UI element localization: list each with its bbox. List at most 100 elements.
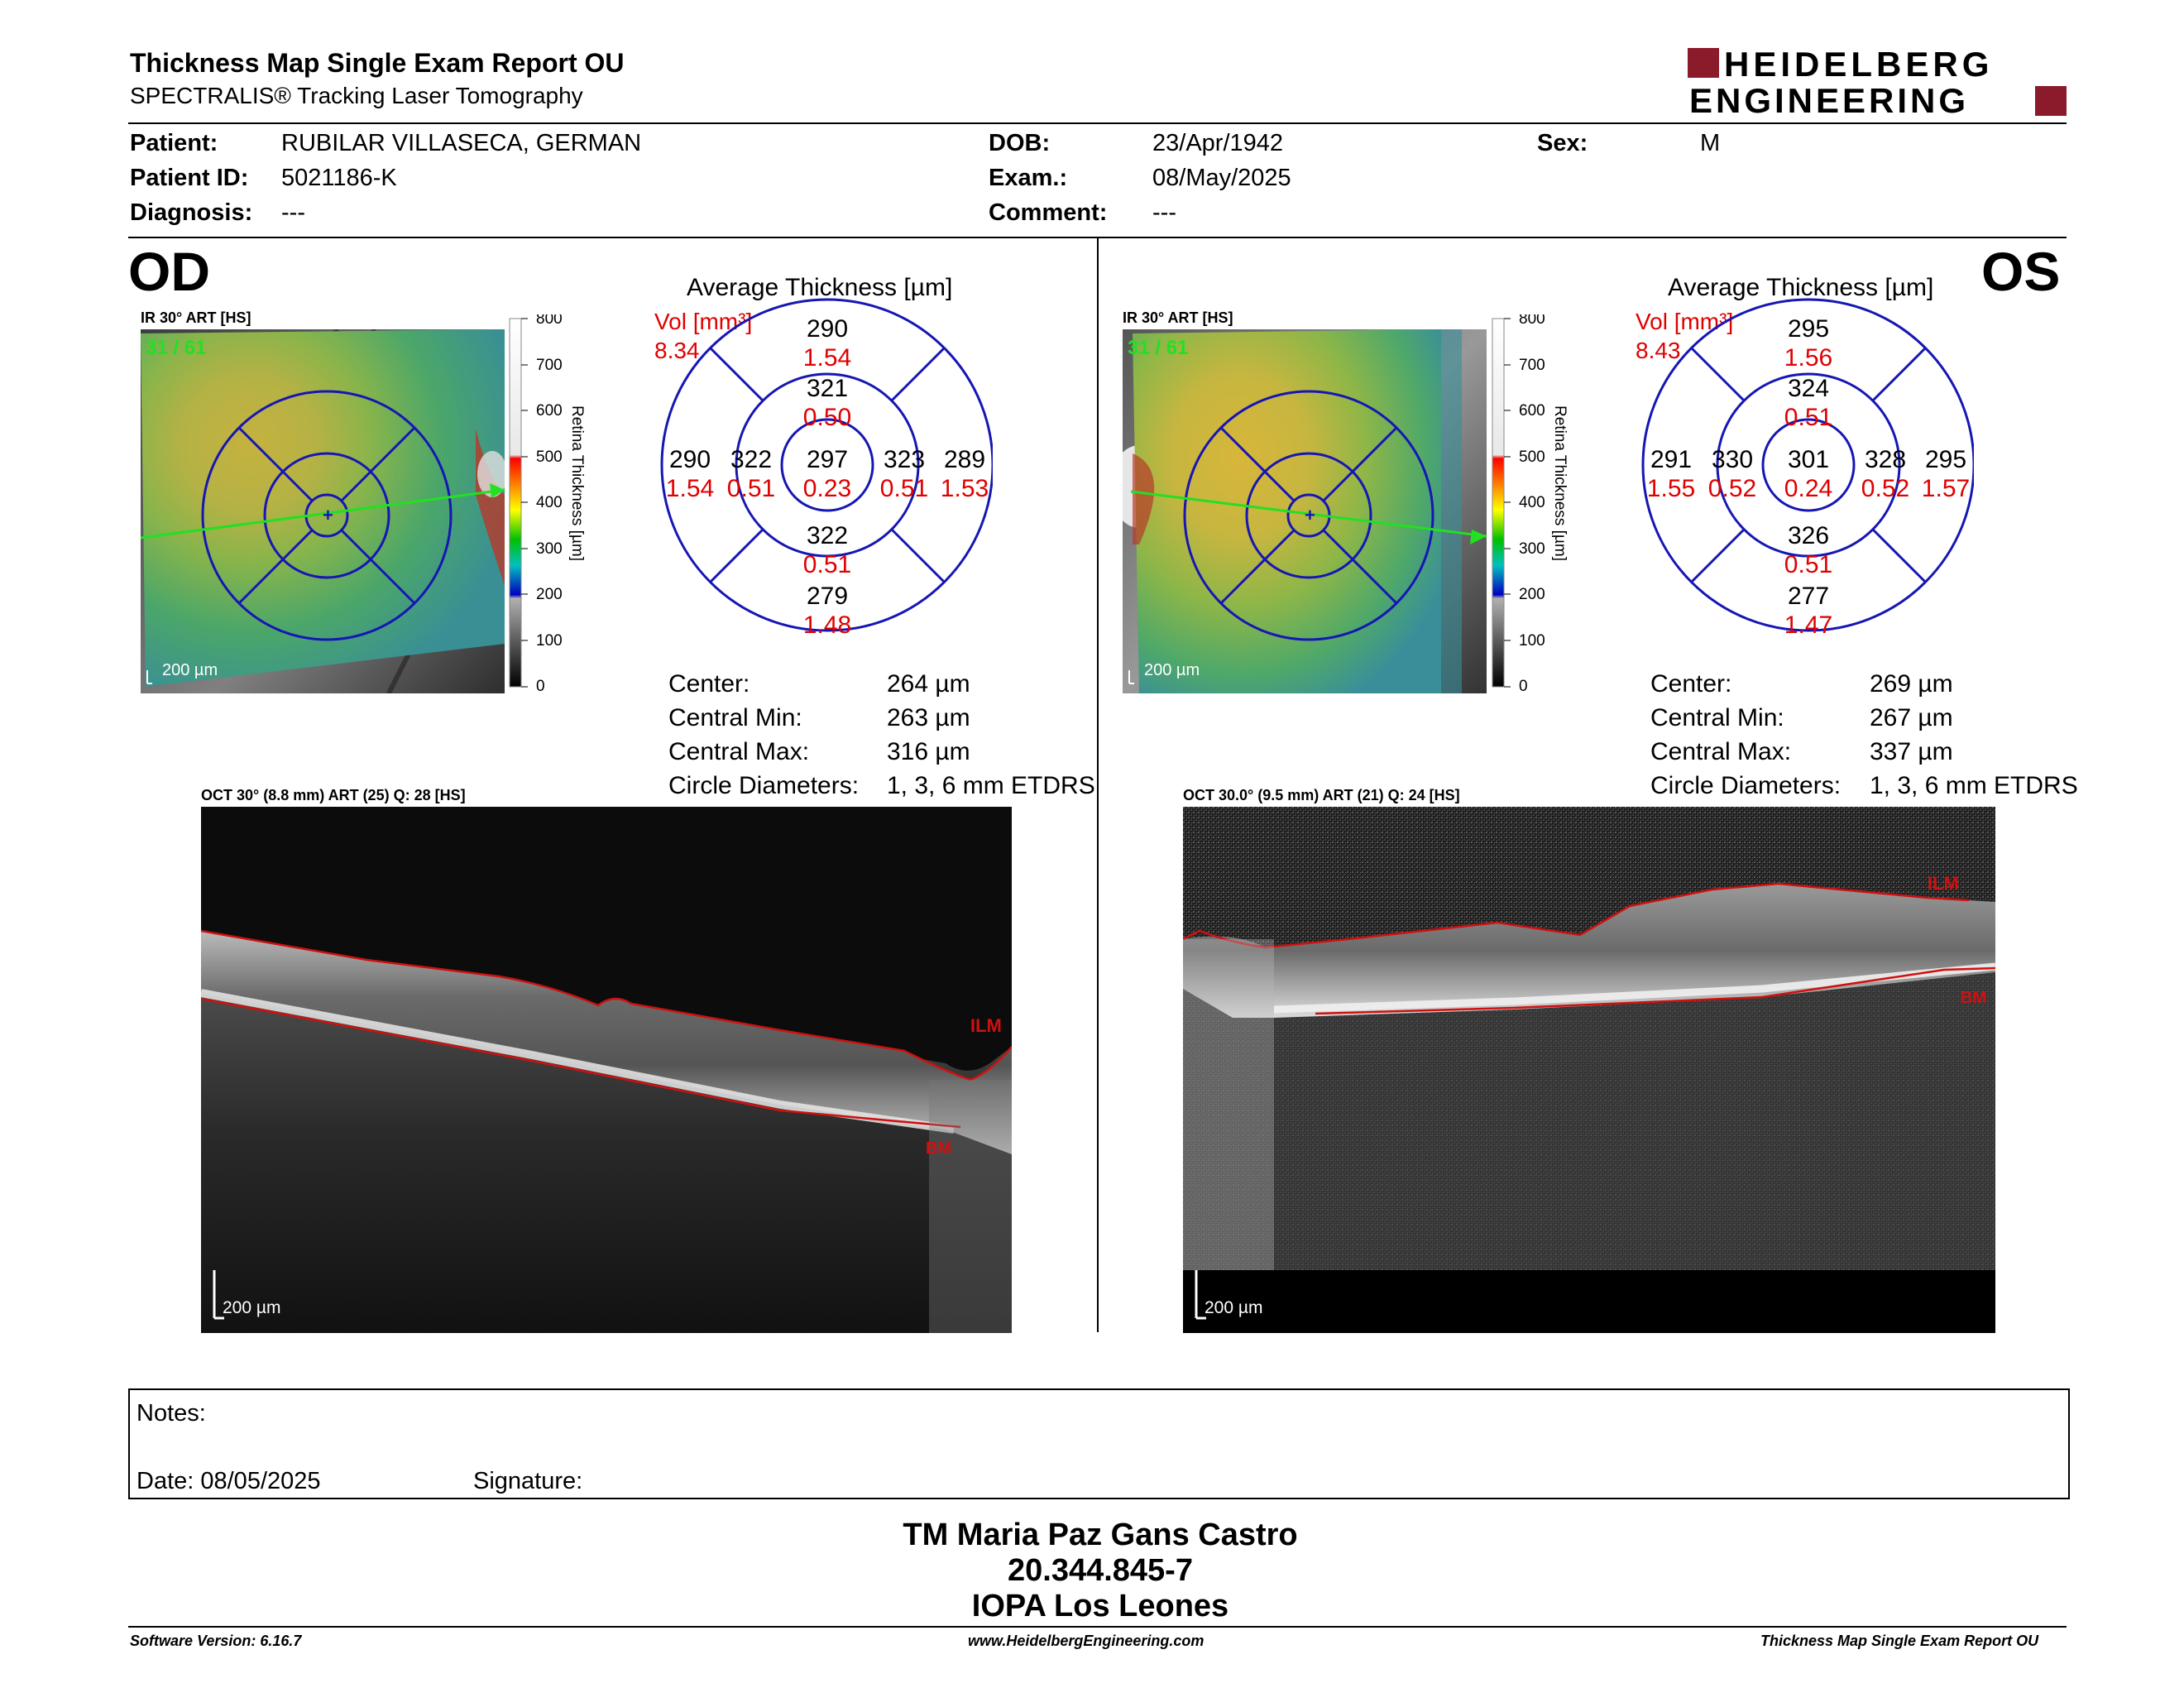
os-label: OS bbox=[1981, 241, 2061, 302]
signature-rut: 20.344.845-7 bbox=[1008, 1553, 1193, 1588]
cb-title: Retina Thickness [µm] bbox=[568, 405, 586, 561]
os-colorbar: 800 700 600 500 400 300 200 100 0 Retina… bbox=[1489, 310, 1572, 695]
os-outer-right-t: 295 bbox=[1925, 446, 1966, 473]
os-cb-tick-400: 400 bbox=[1519, 494, 1545, 511]
od-bm-label: BM bbox=[926, 1139, 951, 1158]
comment-label: Comment: bbox=[989, 199, 1108, 226]
od-inner-right-v: 0.51 bbox=[880, 475, 928, 502]
os-outer-left-t: 291 bbox=[1650, 446, 1692, 473]
os-etdrs-grid: Average Thickness [µm] Vol [mm³] 8.43 29… bbox=[1626, 269, 1976, 650]
od-diam-value: 1, 3, 6 mm ETDRS bbox=[887, 772, 1095, 799]
os-inner-top-v: 0.51 bbox=[1784, 404, 1832, 431]
os-cb-tick-200: 200 bbox=[1519, 586, 1545, 603]
os-center-value: 269 µm bbox=[1870, 670, 1953, 698]
signature-label: Signature: bbox=[473, 1468, 583, 1494]
cb-tick-0: 0 bbox=[536, 678, 545, 695]
od-cmin-value: 263 µm bbox=[887, 704, 970, 731]
notes-label: Notes: bbox=[136, 1400, 206, 1427]
os-center-v: 0.24 bbox=[1784, 475, 1832, 502]
report-subtitle: SPECTRALIS® Tracking Laser Tomography bbox=[130, 83, 583, 108]
report-title: Thickness Map Single Exam Report OU bbox=[130, 48, 625, 78]
od-colorbar: 800 700 600 500 400 300 200 100 0 Retina… bbox=[506, 310, 589, 695]
os-oct-bscan-image: ILM BM 200 µm bbox=[1182, 807, 1996, 1333]
cb-tick-300: 300 bbox=[536, 540, 563, 558]
od-outer-bottom-v: 1.48 bbox=[803, 611, 851, 639]
od-inner-bottom-t: 322 bbox=[807, 522, 848, 549]
patient-id-label: Patient ID: bbox=[130, 165, 249, 191]
exam-value: 08/May/2025 bbox=[1152, 165, 1291, 191]
od-inner-left-t: 322 bbox=[730, 446, 772, 473]
os-inner-top-t: 324 bbox=[1788, 375, 1829, 402]
os-cmin-value: 267 µm bbox=[1870, 704, 1953, 731]
os-inner-right-t: 328 bbox=[1865, 446, 1906, 473]
logo-line2: ENGINEERING bbox=[1689, 81, 1969, 119]
signature-name: TM Maria Paz Gans Castro bbox=[903, 1518, 1298, 1552]
os-diam-label: Circle Diameters: bbox=[1650, 772, 1842, 799]
cb-tick-600: 600 bbox=[536, 402, 563, 420]
os-cb-tick-600: 600 bbox=[1519, 402, 1545, 420]
cb-tick-500: 500 bbox=[536, 448, 563, 466]
od-thickness-map-image: + 31 / 61 200 µm bbox=[140, 328, 507, 695]
od-diam-label: Circle Diameters: bbox=[668, 772, 860, 799]
patient-name: RUBILAR VILLASECA, GERMAN bbox=[281, 130, 642, 156]
od-ir-label: IR 30° ART [HS] bbox=[141, 309, 251, 326]
footer-report-title: Thickness Map Single Exam Report OU bbox=[1760, 1633, 2039, 1649]
od-oct-label: OCT 30° (8.8 mm) ART (25) Q: 28 [HS] bbox=[201, 787, 466, 803]
os-avg-title: Average Thickness [µm] bbox=[1668, 274, 1933, 301]
od-vol-label: Vol [mm³] bbox=[654, 309, 752, 334]
sex-label: Sex: bbox=[1537, 130, 1588, 156]
os-ir-label: IR 30° ART [HS] bbox=[1123, 309, 1233, 326]
os-inner-left-t: 330 bbox=[1712, 446, 1753, 473]
os-outer-top-t: 295 bbox=[1788, 315, 1829, 343]
notes-date: Date: 08/05/2025 bbox=[136, 1468, 321, 1494]
od-center-v: 0.23 bbox=[803, 475, 851, 502]
os-outer-bottom-v: 1.47 bbox=[1784, 611, 1832, 639]
website-link[interactable]: www.HeidelbergEngineering.com bbox=[968, 1633, 1205, 1649]
od-outer-right-t: 289 bbox=[944, 446, 985, 473]
os-oct-scale: 200 µm bbox=[1205, 1298, 1262, 1317]
od-avg-title: Average Thickness [µm] bbox=[687, 274, 952, 301]
cb-tick-100: 100 bbox=[536, 632, 563, 650]
os-cb-tick-0: 0 bbox=[1519, 678, 1528, 695]
diagnosis-label: Diagnosis: bbox=[130, 199, 253, 226]
os-oct-label: OCT 30.0° (9.5 mm) ART (21) Q: 24 [HS] bbox=[1183, 787, 1460, 803]
od-outer-bottom-t: 279 bbox=[807, 583, 848, 610]
os-thickness-map-image: + 31 / 61 200 µm bbox=[1110, 329, 1487, 693]
od-outer-top-t: 290 bbox=[807, 315, 848, 343]
cb-tick-200: 200 bbox=[536, 586, 563, 603]
od-center-t: 297 bbox=[807, 446, 848, 473]
od-cmax-value: 316 µm bbox=[887, 738, 970, 765]
signature-clinic: IOPA Los Leones bbox=[971, 1589, 1229, 1623]
os-vol-label: Vol [mm³] bbox=[1636, 309, 1733, 334]
os-cb-tick-300: 300 bbox=[1519, 540, 1545, 558]
od-etdrs-grid: Average Thickness [µm] Vol [mm³] 8.34 29… bbox=[645, 269, 994, 650]
os-ilm-label: ILM bbox=[1928, 873, 1959, 894]
od-inner-bottom-v: 0.51 bbox=[803, 551, 851, 578]
dob-value: 23/Apr/1942 bbox=[1152, 130, 1284, 156]
os-cb-tick-500: 500 bbox=[1519, 448, 1545, 466]
od-inner-top-t: 321 bbox=[807, 375, 848, 402]
diagnosis-value: --- bbox=[281, 199, 305, 226]
od-inner-left-v: 0.51 bbox=[727, 475, 775, 502]
os-center-label: Center: bbox=[1650, 670, 1732, 698]
od-outer-right-v: 1.53 bbox=[941, 475, 989, 502]
notes-box bbox=[128, 1388, 2070, 1499]
os-vol-value: 8.43 bbox=[1636, 338, 1681, 363]
od-oct-scale: 200 µm bbox=[223, 1298, 280, 1317]
os-cmax-label: Central Max: bbox=[1650, 738, 1792, 765]
os-cb-tick-100: 100 bbox=[1519, 632, 1545, 650]
cb-tick-700: 700 bbox=[536, 357, 563, 374]
exam-label: Exam.: bbox=[989, 165, 1068, 191]
cb-tick-800: 800 bbox=[536, 314, 563, 328]
cb-tick-400: 400 bbox=[536, 494, 563, 511]
os-cb-tick-800: 800 bbox=[1519, 314, 1545, 328]
od-outer-left-v: 1.54 bbox=[666, 475, 714, 502]
software-version: Software Version: 6.16.7 bbox=[130, 1633, 302, 1649]
os-inner-right-v: 0.52 bbox=[1861, 475, 1909, 502]
os-center-t: 301 bbox=[1788, 446, 1829, 473]
sex-value: M bbox=[1700, 130, 1721, 156]
od-label: OD bbox=[128, 241, 210, 302]
od-inner-right-t: 323 bbox=[884, 446, 925, 473]
os-outer-right-v: 1.57 bbox=[1922, 475, 1970, 502]
os-outer-left-v: 1.55 bbox=[1647, 475, 1695, 502]
